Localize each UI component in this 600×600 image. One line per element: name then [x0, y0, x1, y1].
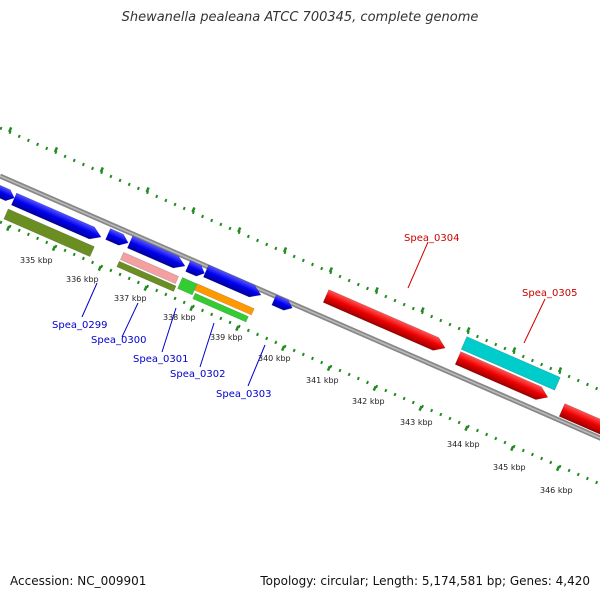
- reverse-cds-0304-shape: [322, 289, 446, 351]
- gene-label: Spea_0302: [170, 369, 225, 380]
- forward-cds-4: [127, 235, 186, 269]
- scale-label: 339 kbp: [210, 333, 243, 342]
- ring-tick: [282, 246, 288, 253]
- forward-cds-2: [11, 192, 102, 240]
- genome-summary-text: Topology: circular; Length: 5,174,581 bp…: [260, 574, 590, 588]
- forward-cds-6: [203, 264, 262, 298]
- ring-tick: [466, 327, 471, 333]
- map-title: Shewanella pealeana ATCC 700345, complet…: [121, 10, 479, 25]
- ring-tick: [512, 347, 517, 353]
- lower-dotted-ring: [0, 220, 600, 486]
- forward-cds-7-shape: [271, 294, 293, 311]
- ring-tick: [326, 365, 332, 372]
- olive-feature-1-shape: [3, 208, 95, 257]
- ring-tick: [8, 126, 13, 133]
- forward-cds-7: [271, 294, 293, 311]
- green-feature-small-shape: [177, 277, 198, 296]
- olive-feature-1: [3, 208, 95, 257]
- ring-tick: [51, 245, 57, 252]
- backbone-line: [0, 173, 600, 441]
- callout-line: [407, 241, 429, 289]
- pink-feature-shape: [120, 252, 179, 285]
- scale-label: 341 kbp: [306, 376, 339, 385]
- pink-feature: [120, 252, 179, 285]
- gene-label: Spea_0303: [216, 389, 271, 400]
- forward-cds-5: [185, 260, 205, 277]
- ring-tick: [372, 385, 377, 392]
- ring-tick: [237, 226, 242, 233]
- green-feature-long: [192, 292, 249, 323]
- callout-line: [523, 298, 546, 344]
- reverse-cds-2-shape: [454, 351, 549, 400]
- ring-tick: [145, 186, 150, 193]
- scale-label: 343 kbp: [400, 418, 433, 427]
- upper-dotted-ring: [0, 126, 600, 392]
- reverse-cds-0304: [322, 289, 446, 351]
- forward-cds-3: [105, 228, 129, 246]
- callout-line: [199, 322, 215, 368]
- ring-tick: [53, 146, 59, 153]
- callout-line: [121, 302, 139, 338]
- orange-feature-shape: [194, 283, 255, 316]
- ring-tick: [6, 225, 11, 232]
- callout-line: [247, 344, 266, 387]
- scale-label: 336 kbp: [66, 275, 99, 284]
- forward-cds-3-shape: [105, 228, 129, 246]
- dotted-scale-rings: [0, 126, 600, 486]
- genome-backbone: [0, 173, 600, 441]
- gene-callouts: Spea_0299 Spea_0300 Spea_0301 Spea_0302 Spea…: [52, 233, 577, 400]
- ring-tick: [555, 465, 561, 472]
- scale-label: 346 kbp: [540, 486, 573, 495]
- gene-label: Spea_0299: [52, 320, 107, 331]
- gene-label: Spea_0305: [522, 288, 577, 299]
- rna-feature-0305-shape: [460, 336, 561, 391]
- forward-cds-5-shape: [185, 260, 205, 277]
- scale-label: 342 kbp: [352, 397, 385, 406]
- scale-label: 337 kbp: [114, 294, 147, 303]
- scale-labels: 335 kbp 336 kbp 337 kbp 338 kbp 339 kbp 340 k…: [20, 256, 573, 495]
- scale-label: 340 kbp: [258, 354, 291, 363]
- forward-cds-6-shape: [203, 264, 262, 298]
- ring-tick: [97, 265, 102, 272]
- ring-tick: [143, 285, 148, 292]
- reverse-cds-3-shape: [558, 403, 600, 437]
- scale-label: 344 kbp: [447, 440, 480, 449]
- olive-feature-2: [116, 260, 177, 292]
- ring-tick: [420, 306, 425, 313]
- forward-cds-1-shape: [0, 184, 15, 201]
- scale-label: 345 kbp: [493, 463, 526, 472]
- forward-cds-1: [0, 184, 15, 201]
- features-layer: [0, 184, 600, 437]
- gene-label: Spea_0300: [91, 335, 146, 346]
- backbone-highlight: [0, 175, 600, 439]
- ring-tick: [191, 206, 196, 213]
- olive-feature-2-shape: [116, 260, 177, 292]
- orange-feature: [194, 283, 255, 316]
- ring-tick: [557, 367, 563, 373]
- reverse-cds-2: [454, 351, 549, 400]
- ring-tick: [280, 345, 286, 352]
- gene-label: Spea_0304: [404, 233, 459, 244]
- green-feature-long-shape: [192, 292, 249, 323]
- ring-tick: [189, 305, 194, 312]
- ring-tick: [99, 166, 104, 173]
- ring-tick: [418, 405, 423, 412]
- rna-feature-0305: [460, 336, 561, 391]
- forward-cds-2-shape: [11, 192, 102, 240]
- ring-tick: [464, 425, 469, 432]
- ring-tick: [510, 445, 515, 452]
- scale-label: 335 kbp: [20, 256, 53, 265]
- gene-label: Spea_0301: [133, 354, 188, 365]
- reverse-cds-3: [558, 403, 600, 437]
- ring-tick: [374, 286, 379, 293]
- scale-label: 338 kbp: [163, 313, 196, 322]
- callout-line: [161, 307, 177, 353]
- green-feature-small: [177, 277, 198, 296]
- accession-text: Accession: NC_009901: [10, 574, 147, 588]
- callout-line: [81, 282, 98, 318]
- forward-cds-4-shape: [127, 235, 186, 269]
- ring-tick: [235, 325, 240, 332]
- ring-tick: [328, 266, 334, 273]
